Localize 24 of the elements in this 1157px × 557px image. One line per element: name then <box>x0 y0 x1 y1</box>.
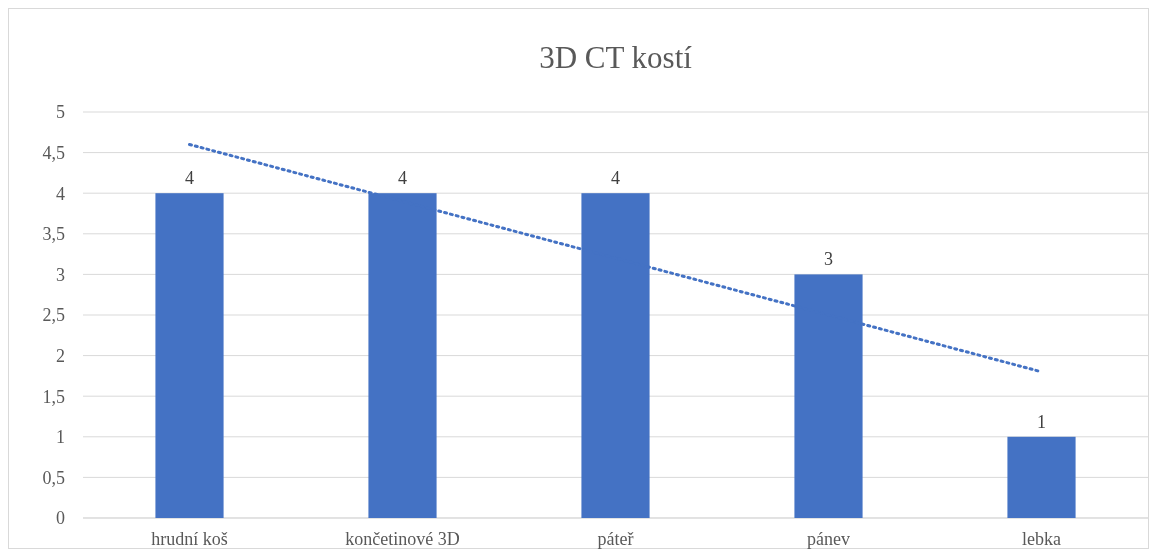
data-label: 4 <box>398 168 407 189</box>
y-tick-label: 4,5 <box>42 142 65 163</box>
x-tick-label: hrudní koš <box>151 529 228 549</box>
y-tick-label: 1,5 <box>42 386 65 407</box>
y-tick-label: 0 <box>56 508 65 529</box>
bar <box>1007 436 1076 518</box>
bar <box>155 193 224 518</box>
y-tick-label: 5 <box>56 102 65 123</box>
y-tick-label: 2,5 <box>42 305 65 326</box>
y-tick-label: 4 <box>56 183 65 204</box>
data-label: 4 <box>185 168 194 189</box>
y-tick-label: 3 <box>56 264 65 285</box>
x-tick-label: pánev <box>807 529 850 549</box>
data-label: 3 <box>824 249 833 270</box>
x-tick-label: lebka <box>1022 529 1061 549</box>
y-tick-label: 0,5 <box>42 467 65 488</box>
y-tick-label: 1 <box>56 427 65 448</box>
data-label: 4 <box>611 168 620 189</box>
data-label: 1 <box>1037 411 1046 432</box>
y-tick-label: 2 <box>56 345 65 366</box>
x-tick-label: končetinové 3D <box>345 529 460 549</box>
y-tick-label: 3,5 <box>42 224 65 245</box>
x-tick-label: páteř <box>597 529 634 549</box>
chart-title: 3D CT kostí <box>539 40 693 75</box>
